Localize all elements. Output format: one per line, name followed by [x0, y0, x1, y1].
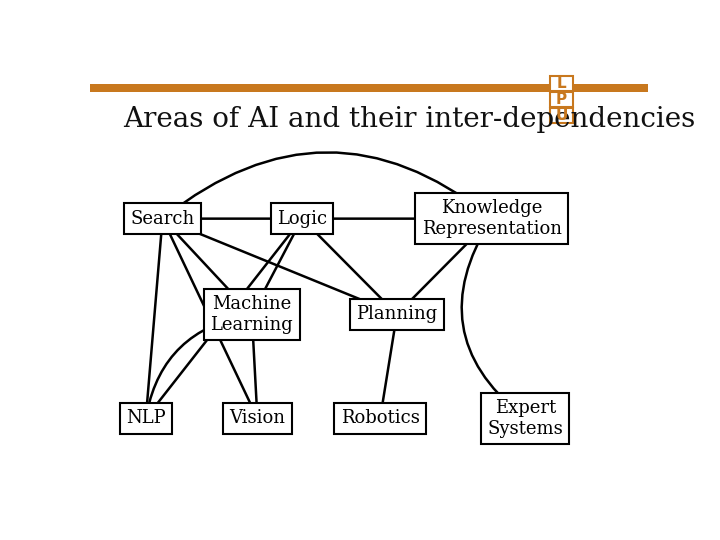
FancyBboxPatch shape [550, 76, 572, 91]
Text: Knowledge
Representation: Knowledge Representation [422, 199, 562, 238]
Text: Machine
Learning: Machine Learning [210, 295, 293, 334]
FancyBboxPatch shape [550, 108, 572, 123]
FancyBboxPatch shape [550, 92, 572, 107]
Text: U: U [555, 107, 567, 123]
Text: Planning: Planning [356, 305, 438, 323]
Text: Vision: Vision [230, 409, 285, 427]
Bar [90, 84, 648, 92]
Text: Areas of AI and their inter-dependencies: Areas of AI and their inter-dependencies [124, 106, 696, 133]
Text: Logic: Logic [277, 210, 327, 228]
Text: Robotics: Robotics [341, 409, 420, 427]
Text: Expert
Systems: Expert Systems [487, 399, 563, 437]
Text: L: L [557, 76, 567, 91]
Text: Search: Search [130, 210, 194, 228]
Text: NLP: NLP [126, 409, 166, 427]
Text: P: P [556, 92, 567, 106]
